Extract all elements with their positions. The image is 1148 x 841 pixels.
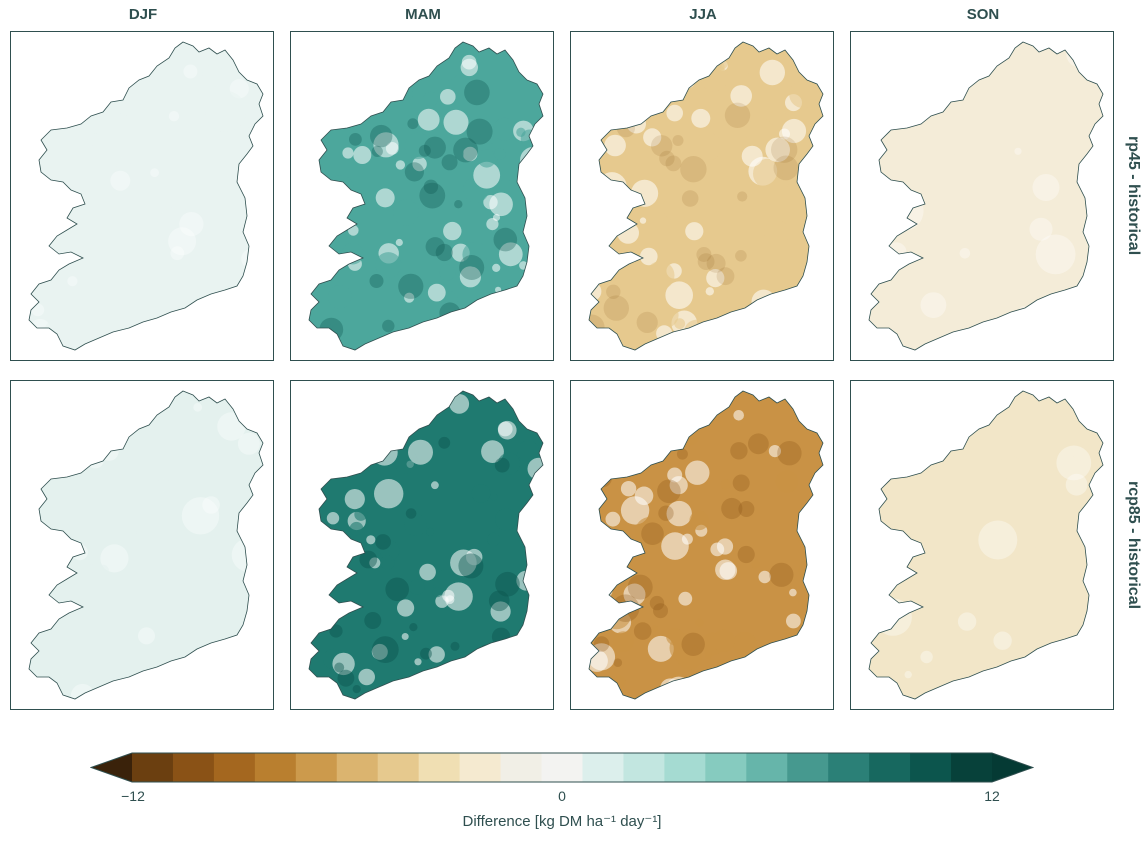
- row-title-rcp45: rp45 - historical: [1118, 31, 1148, 361]
- coastline: [308, 41, 544, 351]
- map-panel-jja-row1: [570, 31, 834, 361]
- row-title-rcp85: rcp85 - historical: [1118, 380, 1148, 710]
- row-title-rcp85-text: rcp85 - historical: [1125, 480, 1142, 610]
- map-panel-son-row2: [850, 380, 1114, 710]
- colorbar-tick-max: 12: [984, 788, 1000, 804]
- colorbar-extend-min: [91, 753, 132, 782]
- colorbar-segment: [295, 753, 338, 782]
- colorbar-segment: [336, 753, 379, 782]
- map-panel-mam-row1: [290, 31, 554, 361]
- coastline: [868, 41, 1104, 351]
- ireland-fill: [29, 42, 263, 350]
- colorbar-segment: [705, 753, 747, 782]
- colorbar-segment: [951, 753, 993, 782]
- coastline: [588, 41, 824, 351]
- coastline: [28, 390, 264, 700]
- colorbar-segment: [541, 753, 583, 782]
- colorbar-segment: [623, 753, 665, 782]
- colorbar-segment: [787, 753, 829, 782]
- colorbar-segment: [377, 753, 420, 782]
- colorbar-segment: [828, 753, 870, 782]
- colorbar: [90, 752, 1034, 783]
- column-title-son: SON: [966, 6, 1000, 23]
- colorbar-segment: [459, 753, 502, 782]
- coastline: [588, 390, 824, 700]
- map-panel-djf-row2: [10, 380, 274, 710]
- map-panel-jja-row2: [570, 380, 834, 710]
- colorbar-segment: [132, 753, 174, 782]
- column-title-mam: MAM: [405, 6, 441, 23]
- colorbar-outline: [90, 752, 1034, 783]
- colorbar-segment: [582, 753, 624, 782]
- colorbar-label: Difference [kg DM ha⁻¹ day⁻¹]: [462, 813, 662, 830]
- column-title-jja: JJA: [689, 6, 717, 23]
- row-title-rcp45-text: rp45 - historical: [1125, 136, 1142, 256]
- colorbar-tick-zero: 0: [558, 788, 566, 804]
- colorbar-segment: [213, 753, 256, 782]
- colorbar-segment: [172, 753, 215, 782]
- colorbar-segment: [500, 753, 543, 782]
- colorbar-segment: [254, 753, 297, 782]
- colorbar-segment: [869, 753, 911, 782]
- colorbar-segment: [910, 753, 952, 782]
- map-panel-djf-row1: [10, 31, 274, 361]
- coastline: [28, 41, 264, 351]
- colorbar-extend-max: [992, 753, 1033, 782]
- column-title-djf: DJF: [128, 6, 158, 23]
- coastline: [868, 390, 1104, 700]
- colorbar-segment: [418, 753, 461, 782]
- coastline: [308, 390, 544, 700]
- colorbar-segment: [746, 753, 788, 782]
- map-panel-mam-row2: [290, 380, 554, 710]
- colorbar-tick-min: −12: [121, 788, 145, 804]
- map-panel-son-row1: [850, 31, 1114, 361]
- colorbar-segment: [664, 753, 706, 782]
